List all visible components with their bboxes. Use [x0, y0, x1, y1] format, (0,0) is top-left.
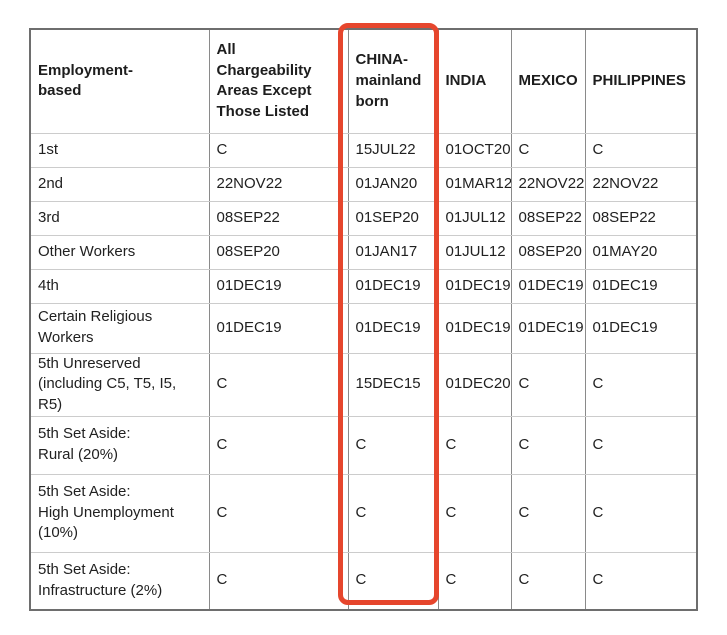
date-cell: C: [208, 352, 349, 417]
date-cell: C: [208, 415, 349, 475]
table-row-5th-set-aside-infrastructure: 5th Set Aside: Infrastructure (2%) C C C…: [29, 551, 698, 611]
column-header-china: CHINA- mainland born: [347, 28, 439, 134]
date-cell: C: [437, 415, 512, 475]
table-row-other-workers: Other Workers 08SEP20 01JAN17 01JUL12 08…: [29, 234, 698, 270]
date-cell: C: [584, 415, 698, 475]
date-cell: 01DEC19: [347, 268, 439, 304]
date-cell: C: [510, 415, 586, 475]
table-row-1st: 1st C 15JUL22 01OCT20 C C: [29, 132, 698, 168]
date-cell: C: [437, 473, 512, 553]
date-cell: C: [510, 473, 586, 553]
date-cell: C: [510, 352, 586, 417]
table-row-3rd: 3rd 08SEP22 01SEP20 01JUL12 08SEP22 08SE…: [29, 200, 698, 236]
row-label: 5th Set Aside: Infrastructure (2%): [29, 551, 210, 611]
date-cell: C: [584, 551, 698, 611]
date-cell: 01DEC19: [208, 268, 349, 304]
date-cell: 01DEC19: [347, 302, 439, 354]
date-cell: 01MAY20: [584, 234, 698, 270]
date-cell: 08SEP22: [584, 200, 698, 236]
row-label: Other Workers: [29, 234, 210, 270]
date-cell: C: [208, 473, 349, 553]
date-cell: 08SEP22: [208, 200, 349, 236]
row-label: 1st: [29, 132, 210, 168]
date-cell: 01JUL12: [437, 200, 512, 236]
date-cell: 01DEC19: [208, 302, 349, 354]
table-row-5th-set-aside-rural: 5th Set Aside: Rural (20%) C C C C C: [29, 415, 698, 475]
table-row-certain-religious-workers: Certain Religious Workers 01DEC19 01DEC1…: [29, 302, 698, 354]
header-row: Employment- based All Chargeability Area…: [29, 28, 698, 134]
row-label: 5th Unreserved (including C5, T5, I5, R5…: [29, 352, 210, 417]
row-label: 4th: [29, 268, 210, 304]
table-row-5th-unreserved: 5th Unreserved (including C5, T5, I5, R5…: [29, 352, 698, 417]
date-cell: 08SEP22: [510, 200, 586, 236]
date-cell: C: [347, 473, 439, 553]
column-header-all-chargeability: All Chargeability Areas Except Those Lis…: [208, 28, 349, 134]
employment-based-table: Employment- based All Chargeability Area…: [29, 28, 698, 612]
date-cell: 01DEC20: [437, 352, 512, 417]
row-label: Certain Religious Workers: [29, 302, 210, 354]
table-row-2nd: 2nd 22NOV22 01JAN20 01MAR12 22NOV22 22NO…: [29, 166, 698, 202]
date-cell: 01MAR12: [437, 166, 512, 202]
date-cell: C: [584, 352, 698, 417]
date-cell: 22NOV22: [208, 166, 349, 202]
date-cell: 01JAN20: [347, 166, 439, 202]
date-cell: C: [347, 415, 439, 475]
date-cell: 01DEC19: [510, 302, 586, 354]
date-cell: 15JUL22: [347, 132, 439, 168]
date-cell: 22NOV22: [584, 166, 698, 202]
column-header-employment-based: Employment- based: [29, 28, 210, 134]
table-row-4th: 4th 01DEC19 01DEC19 01DEC19 01DEC19 01DE…: [29, 268, 698, 304]
date-cell: 08SEP20: [208, 234, 349, 270]
date-cell: 01JUL12: [437, 234, 512, 270]
row-label: 5th Set Aside: High Unemployment (10%): [29, 473, 210, 553]
date-cell: 15DEC15: [347, 352, 439, 417]
date-cell: C: [208, 132, 349, 168]
date-cell: 01SEP20: [347, 200, 439, 236]
row-label: 3rd: [29, 200, 210, 236]
date-cell: 01DEC19: [510, 268, 586, 304]
row-label: 5th Set Aside: Rural (20%): [29, 415, 210, 475]
date-cell: C: [584, 132, 698, 168]
column-header-mexico: MEXICO: [510, 28, 586, 134]
date-cell: C: [510, 132, 586, 168]
date-cell: 01OCT20: [437, 132, 512, 168]
date-cell: 08SEP20: [510, 234, 586, 270]
date-cell: C: [584, 473, 698, 553]
date-cell: C: [437, 551, 512, 611]
date-cell: 01JAN17: [347, 234, 439, 270]
date-cell: C: [347, 551, 439, 611]
date-cell: C: [510, 551, 586, 611]
date-cell: 01DEC19: [584, 302, 698, 354]
date-cell: 01DEC19: [437, 302, 512, 354]
column-header-philippines: PHILIPPINES: [584, 28, 698, 134]
table-row-5th-set-aside-high-unemployment: 5th Set Aside: High Unemployment (10%) C…: [29, 473, 698, 553]
date-cell: C: [208, 551, 349, 611]
date-cell: 22NOV22: [510, 166, 586, 202]
column-header-india: INDIA: [437, 28, 512, 134]
date-cell: 01DEC19: [584, 268, 698, 304]
row-label: 2nd: [29, 166, 210, 202]
date-cell: 01DEC19: [437, 268, 512, 304]
